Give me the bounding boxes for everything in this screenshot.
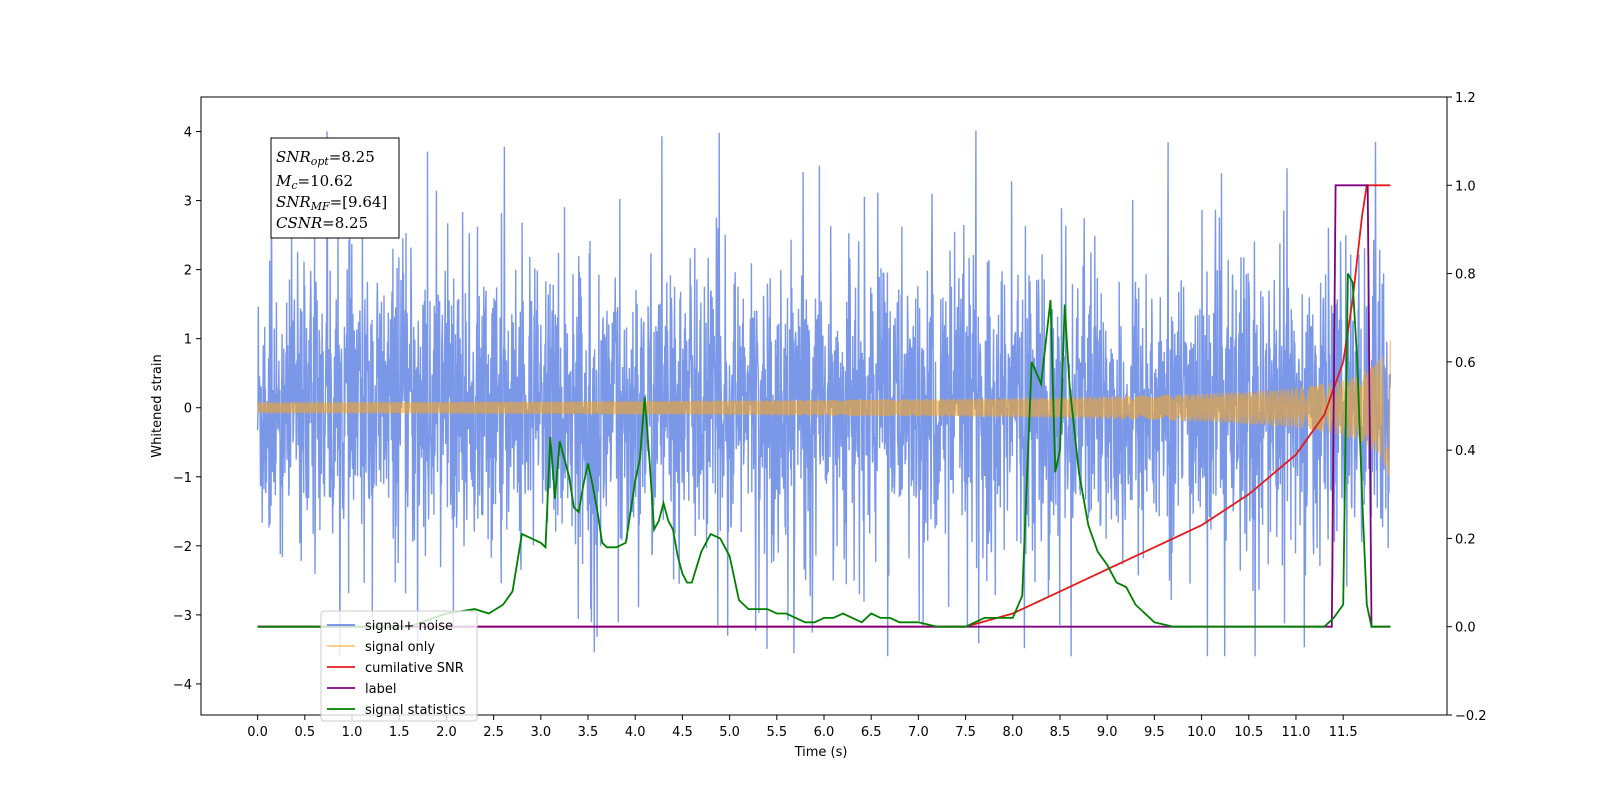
x-axis: 0.0 0.5 1.0 1.5 2.0 2.5 3.0 3.5 4.0 4.5 5.0 5.5 6.0 6…	[247, 715, 1358, 740]
x-tick-label: 8.0	[1002, 725, 1023, 740]
x-tick-label: 2.5	[483, 725, 504, 740]
annotation-box: SNRopt=8.25 Mc=10.62 SNRMF=[9.64] CSNR=8…	[270, 137, 400, 239]
y-left-tick-label: 1	[184, 333, 192, 348]
series-cumilative-snr	[257, 184, 1391, 628]
y-left-tick-label: 3	[184, 195, 192, 210]
x-tick-label: 8.5	[1050, 725, 1071, 740]
annotation-frame	[270, 137, 400, 239]
legend: signal+ noise signal only cumilative SNR la…	[320, 610, 478, 722]
annotation-mc: Mc=10.62	[275, 172, 353, 192]
annotation-snr-opt: SNRopt=8.25	[276, 148, 375, 168]
x-tick-label: 9.0	[1097, 725, 1118, 740]
x-tick-label: 5.5	[766, 725, 787, 740]
y-left-tick-label: 2	[184, 264, 192, 279]
y-right-tick-label: 0.0	[1455, 621, 1476, 636]
x-tick-label: 6.5	[861, 725, 882, 740]
x-tick-label: 3.5	[578, 725, 599, 740]
legend-label: signal statistics	[365, 703, 466, 718]
x-tick-label: 10.5	[1234, 725, 1263, 740]
x-tick-label: 5.0	[719, 725, 740, 740]
legend-label: label	[365, 682, 396, 697]
x-tick-label: 11.5	[1329, 725, 1358, 740]
y-right-tick-label: 0.8	[1455, 268, 1476, 283]
x-tick-label: 3.0	[530, 725, 551, 740]
series-signal-only	[256, 340, 1392, 477]
x-tick-label: 7.5	[955, 725, 976, 740]
legend-label: signal+ noise	[365, 619, 453, 634]
x-tick-label: 2.0	[436, 725, 457, 740]
y-left-tick-label: −3	[173, 609, 192, 624]
annotation-snr-mf: SNRMF=[9.64]	[276, 193, 387, 213]
x-tick-label: 6.0	[814, 725, 835, 740]
x-tick-label: 7.0	[908, 725, 929, 740]
x-tick-label: 1.0	[342, 725, 363, 740]
y-axis-label: Whitened strain	[150, 354, 165, 457]
y-right-tick-label: 1.2	[1455, 91, 1476, 106]
legend-label: cumilative SNR	[365, 661, 464, 676]
x-tick-label: 1.5	[389, 725, 410, 740]
x-tick-label: 9.5	[1144, 725, 1165, 740]
y-left-tick-label: −2	[173, 540, 192, 555]
y-right-tick-label: 0.6	[1455, 356, 1476, 371]
x-tick-label: 11.0	[1281, 725, 1310, 740]
y-left-tick-label: 0	[184, 402, 192, 417]
series-signal-statistics	[257, 273, 1391, 628]
y-right-tick-label: 0.4	[1455, 444, 1476, 459]
y-axis-right: 1.2 1.0 0.8 0.6 0.4 0.2 0.0 −0.2	[1447, 91, 1487, 724]
y-axis-left: 4 3 2 1 0 −1 −2 −3 −4	[173, 126, 201, 693]
y-right-tick-label: 0.2	[1455, 532, 1476, 547]
y-right-tick-label: −0.2	[1455, 709, 1487, 724]
series-layer	[256, 130, 1392, 657]
y-right-tick-label: 1.0	[1455, 179, 1476, 194]
x-tick-label: 4.5	[672, 725, 693, 740]
x-tick-label: 0.0	[247, 725, 268, 740]
x-tick-label: 0.5	[294, 725, 315, 740]
x-tick-label: 10.0	[1187, 725, 1216, 740]
y-left-tick-label: −1	[173, 471, 192, 486]
legend-label: signal only	[365, 640, 435, 655]
legend-frame	[320, 610, 478, 722]
y-left-tick-label: 4	[184, 126, 192, 141]
annotation-csnr: CSNR=8.25	[276, 214, 368, 232]
x-tick-label: 4.0	[625, 725, 646, 740]
x-axis-label: Time (s)	[794, 745, 848, 760]
y-left-tick-label: −4	[173, 678, 192, 693]
